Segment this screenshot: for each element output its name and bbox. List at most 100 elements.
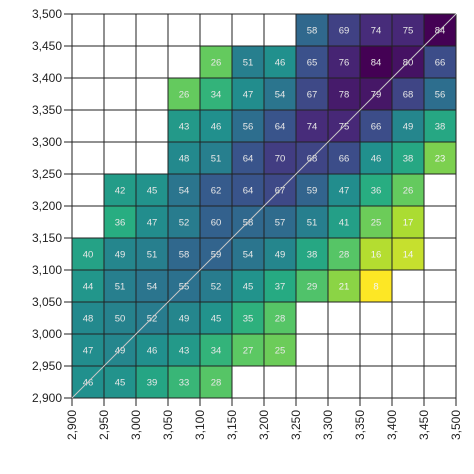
heatmap-cell <box>328 174 360 206</box>
cell-value-label: 21 <box>339 282 350 293</box>
heatmap-cell <box>360 142 392 174</box>
cell-value-label: 45 <box>147 186 158 197</box>
cell-value-label: 62 <box>211 186 222 197</box>
cell-value-label: 47 <box>339 186 350 197</box>
y-tick-label: 3,300 <box>32 135 62 149</box>
heatmap-cell <box>232 142 264 174</box>
heatmap-cell <box>136 238 168 270</box>
cell-value-label: 44 <box>83 282 94 293</box>
heatmap-cell <box>168 238 200 270</box>
cell-value-label: 70 <box>275 154 286 165</box>
heatmap-cell <box>200 206 232 238</box>
grid-lines <box>64 13 457 406</box>
diagonal-line <box>71 13 457 399</box>
cell-value-label: 76 <box>339 58 350 69</box>
cell-value-label: 45 <box>115 378 126 389</box>
y-tick-label: 3,000 <box>32 327 62 341</box>
heatmap-cell <box>264 270 296 302</box>
heatmap-cell <box>200 78 232 110</box>
y-tick-label: 2,900 <box>32 391 62 405</box>
cell-value-label: 27 <box>243 346 254 357</box>
heatmap-cell <box>264 302 296 334</box>
cell-value-label: 26 <box>211 58 222 69</box>
heatmap-cell <box>200 270 232 302</box>
cell-value-label: 52 <box>211 282 222 293</box>
heatmap-cell <box>200 366 232 398</box>
cell-value-label: 58 <box>243 218 254 229</box>
heatmap-cell <box>232 78 264 110</box>
cell-value-label: 14 <box>403 250 414 261</box>
heatmap-cell <box>360 270 392 302</box>
cell-value-label: 50 <box>115 314 126 325</box>
heatmap-cell <box>168 366 200 398</box>
y-axis-ticks: 2,900 2,950 3,000 3,050 3,100 3,150 3,200 3,250… <box>32 7 62 405</box>
heatmap-cell <box>424 142 456 174</box>
cell-value-label: 25 <box>275 346 286 357</box>
y-tick-label: 3,500 <box>32 7 62 21</box>
y-tick-label: 3,150 <box>32 231 62 245</box>
heatmap-cell <box>136 334 168 366</box>
x-tick-label: 2,950 <box>97 410 111 440</box>
cell-value-label: 35 <box>243 314 254 325</box>
x-tick-label: 3,000 <box>129 410 143 440</box>
heatmap-cell <box>264 206 296 238</box>
cell-value-label: 67 <box>307 90 318 101</box>
cell-value-label: 25 <box>371 218 382 229</box>
heatmap-cell <box>264 78 296 110</box>
heatmap-cell <box>360 14 392 46</box>
heatmap-cell <box>232 110 264 142</box>
y-tick-label: 3,350 <box>32 103 62 117</box>
heatmap-cell <box>328 78 360 110</box>
cell-value-label: 51 <box>211 154 222 165</box>
cell-value-label: 38 <box>435 122 446 133</box>
cell-value-label: 58 <box>179 250 190 261</box>
heatmap-cell <box>168 302 200 334</box>
heatmap-cell <box>104 302 136 334</box>
cell-value-label: 26 <box>179 90 190 101</box>
heatmap-cell <box>424 78 456 110</box>
cell-value-label: 80 <box>403 58 414 69</box>
cell-value-label: 41 <box>339 218 350 229</box>
heatmap-cell <box>136 366 168 398</box>
cell-value-label: 51 <box>147 250 158 261</box>
heatmap-cell <box>328 142 360 174</box>
heatmap-cells <box>72 14 456 398</box>
x-tick-label: 3,500 <box>449 410 463 440</box>
heatmap-cell <box>360 110 392 142</box>
heatmap-cell <box>264 238 296 270</box>
heatmap-cell <box>168 174 200 206</box>
cell-value-label: 36 <box>371 186 382 197</box>
cell-value-label: 60 <box>211 218 222 229</box>
cell-value-label: 29 <box>307 282 318 293</box>
y-tick-label: 3,250 <box>32 167 62 181</box>
cell-value-label: 49 <box>115 346 126 357</box>
heatmap-cell <box>72 302 104 334</box>
cell-value-label: 58 <box>307 26 318 37</box>
cell-value-label: 49 <box>403 122 414 133</box>
cell-value-label: 78 <box>339 90 350 101</box>
heatmap-cell <box>392 78 424 110</box>
heatmap-cell <box>168 334 200 366</box>
cell-value-label: 64 <box>275 122 286 133</box>
x-tick-label: 3,100 <box>193 410 207 440</box>
cell-value-label: 64 <box>243 186 254 197</box>
cell-value-label: 52 <box>179 218 190 229</box>
cell-value-label: 52 <box>147 314 158 325</box>
heatmap-cell <box>264 334 296 366</box>
y-tick-label: 2,950 <box>32 359 62 373</box>
cell-value-label: 84 <box>435 26 446 37</box>
heatmap-cell <box>232 46 264 78</box>
cell-value-label: 54 <box>243 250 254 261</box>
y-tick-label: 3,100 <box>32 263 62 277</box>
heatmap-cell <box>200 142 232 174</box>
heatmap-cell <box>72 334 104 366</box>
cell-value-label: 40 <box>83 250 94 261</box>
cell-value-label: 51 <box>307 218 318 229</box>
heatmap-cell <box>104 174 136 206</box>
heatmap-cell <box>200 174 232 206</box>
cell-value-label: 43 <box>179 122 190 133</box>
cell-value-label: 28 <box>275 314 286 325</box>
cell-value-label: 23 <box>435 154 446 165</box>
y-tick-label: 3,200 <box>32 199 62 213</box>
